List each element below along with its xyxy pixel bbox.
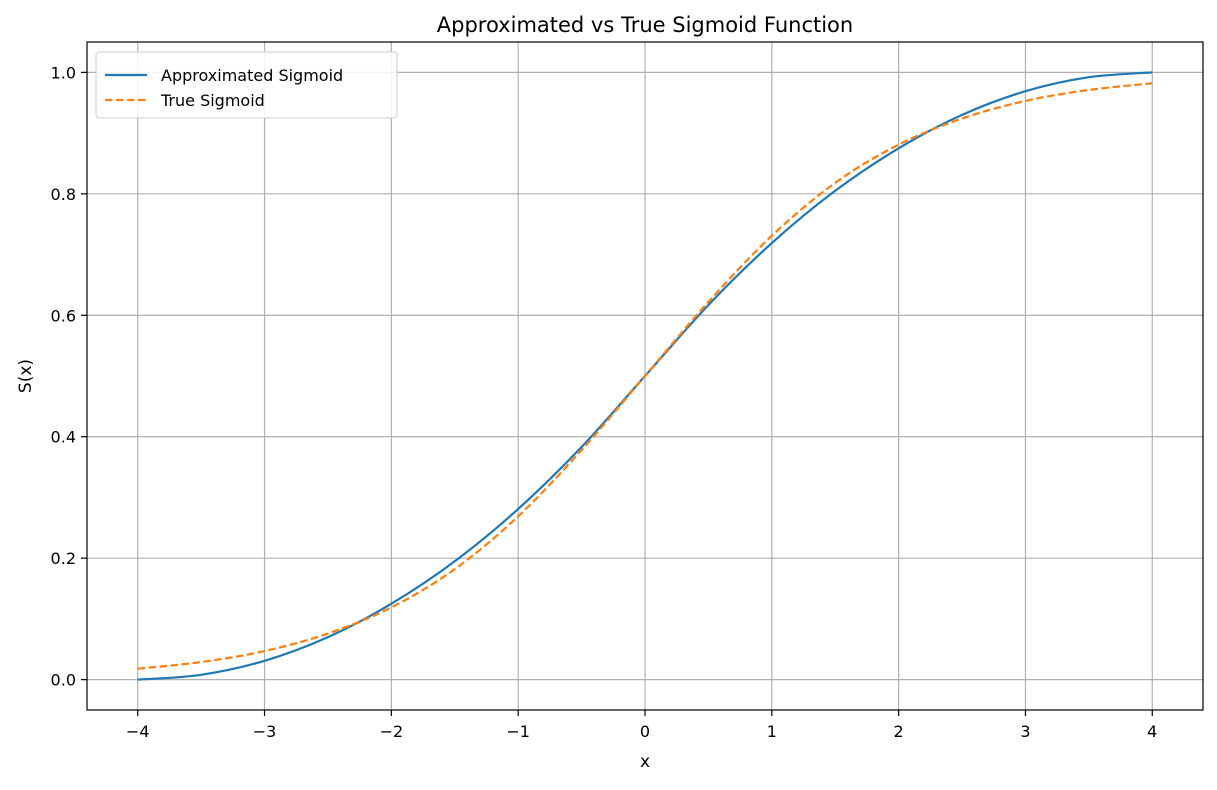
legend: Approximated Sigmoid True Sigmoid [95, 51, 398, 119]
x-tick-label: −1 [506, 722, 530, 741]
y-tick-label: 0.8 [51, 185, 76, 204]
legend-box [95, 51, 398, 119]
legend-label-approximated: Approximated Sigmoid [161, 66, 343, 85]
x-tick-label: 0 [640, 722, 650, 741]
series-lines [137, 71, 1153, 681]
y-axis-label: S(x) [16, 359, 36, 393]
axis-ticks: −4 −3 −2 −1 0 1 2 3 4 0.0 0.2 0.4 0.6 0.8 1.0 [51, 63, 1158, 741]
x-tick-label: 4 [1147, 722, 1157, 741]
x-tick-label: −4 [126, 722, 150, 741]
x-tick-label: 3 [1020, 722, 1030, 741]
grid [87, 42, 1203, 710]
x-tick-label: −2 [380, 722, 404, 741]
y-tick-label: 0.0 [51, 671, 76, 690]
x-axis-label: x [640, 752, 650, 772]
y-tick-label: 0.4 [51, 428, 76, 447]
legend-label-true: True Sigmoid [160, 91, 265, 110]
y-tick-label: 0.6 [51, 306, 76, 325]
x-tick-label: 2 [894, 722, 904, 741]
chart-title: Approximated vs True Sigmoid Function [437, 13, 853, 37]
y-tick-label: 1.0 [51, 63, 76, 82]
x-tick-label: 1 [767, 722, 777, 741]
y-tick-label: 0.2 [51, 549, 76, 568]
series-line-true-sigmoid [137, 82, 1153, 670]
x-tick-label: −3 [253, 722, 277, 741]
